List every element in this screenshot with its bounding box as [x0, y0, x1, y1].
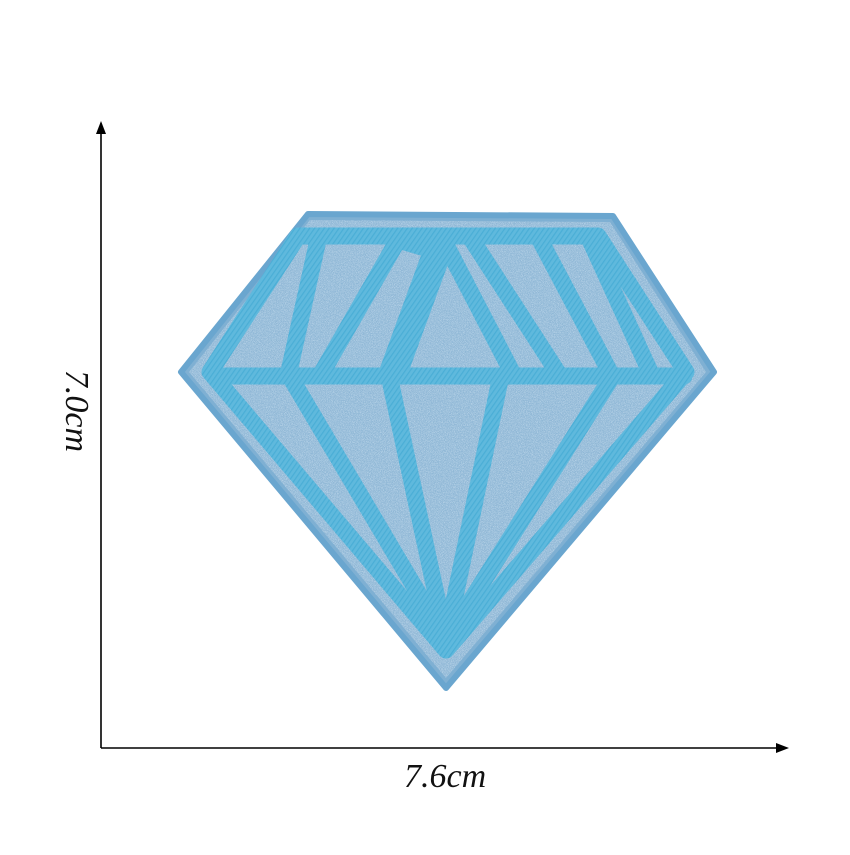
width-label: 7.6cm	[404, 758, 487, 795]
height-axis	[96, 121, 106, 748]
embroidery-lines	[201, 227, 695, 659]
arrow-up-icon	[96, 121, 106, 134]
glitter-fabric	[189, 220, 706, 678]
height-label: 7.0cm	[58, 369, 96, 453]
width-axis	[101, 743, 789, 753]
diamond-patch	[178, 211, 717, 691]
arrow-right-icon	[776, 743, 789, 753]
